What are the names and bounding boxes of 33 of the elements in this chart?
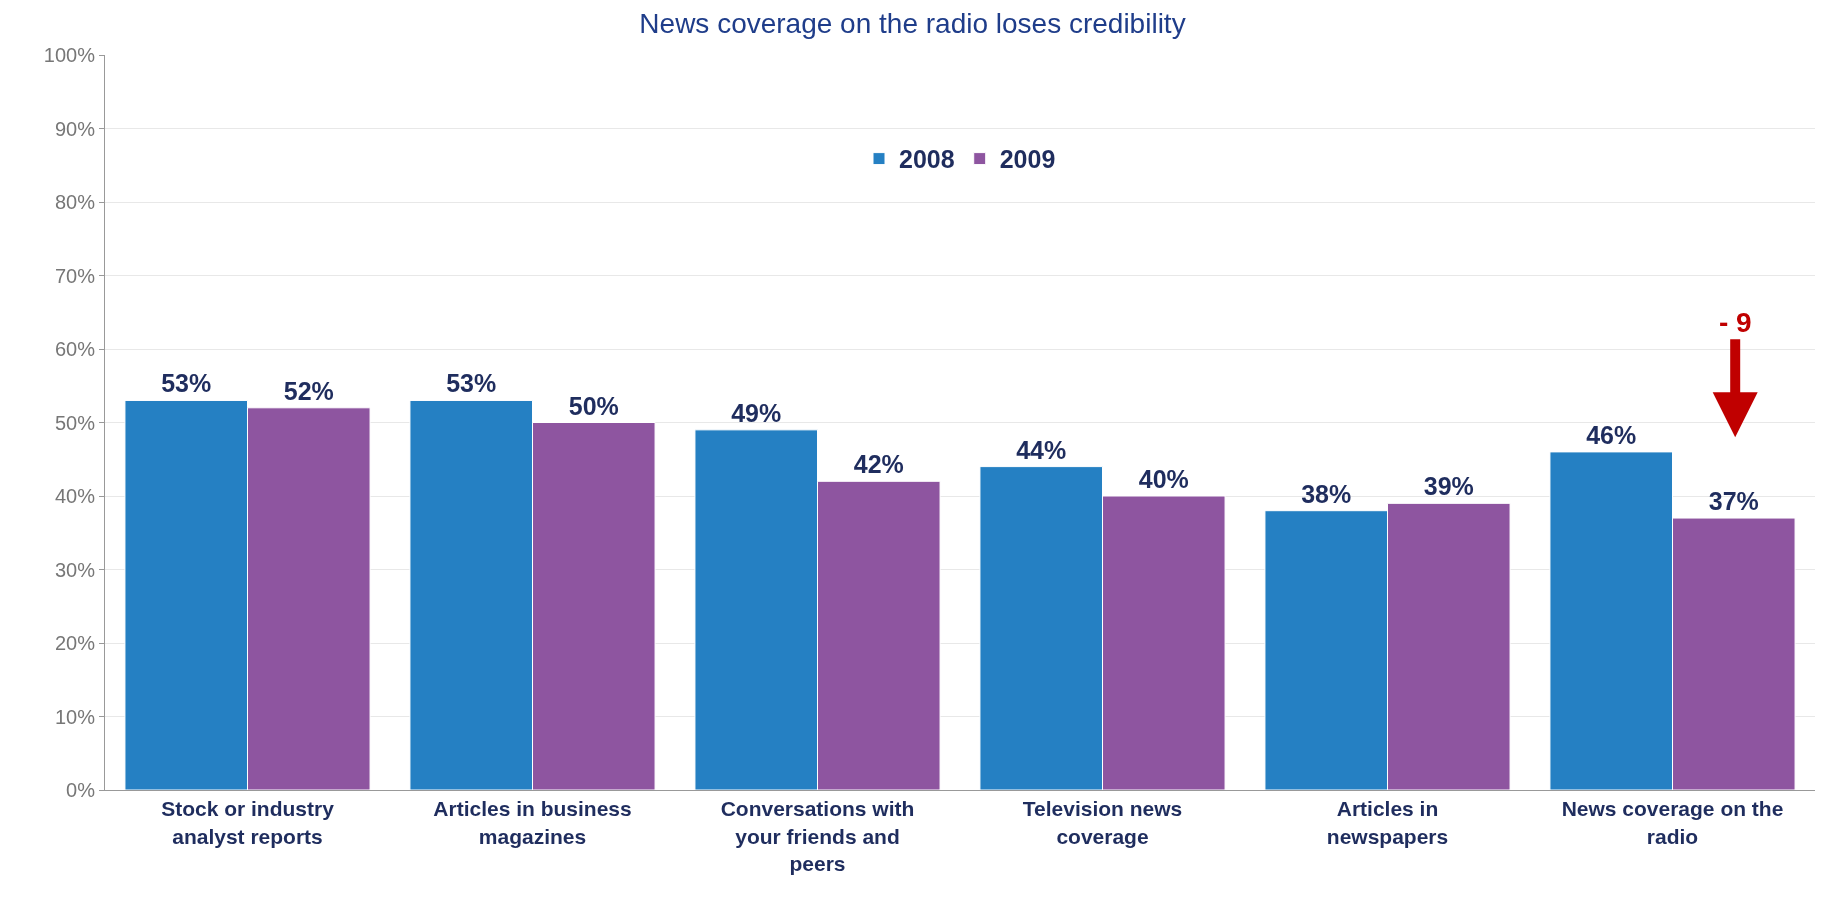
y-tick-label: 20% xyxy=(54,632,96,654)
y-tick-label: 80% xyxy=(54,191,96,213)
legend-label: 2009 xyxy=(999,145,1056,174)
legend-label: 2008 xyxy=(899,145,955,174)
data-label: 42% xyxy=(853,450,904,479)
chart-title: News coverage on the radio loses credibility xyxy=(639,8,1186,40)
data-label: 40% xyxy=(1138,465,1189,493)
data-label: 52% xyxy=(283,376,334,405)
x-tick-label: News coverage on the radio xyxy=(1561,797,1784,848)
y-tick-label: 40% xyxy=(54,485,96,507)
data-label: 50% xyxy=(568,391,619,420)
y-tick-label: 10% xyxy=(54,705,96,728)
y-tick-label: 60% xyxy=(54,338,96,360)
data-label: 53% xyxy=(446,369,497,398)
x-tick-label: Conversations with your friends and peers xyxy=(720,797,915,875)
y-tick-label: 30% xyxy=(54,558,96,581)
x-tick-label: Television news coverage xyxy=(1022,797,1183,848)
x-tick-label: Articles in newspapers xyxy=(1326,797,1449,848)
data-label: 53% xyxy=(161,369,212,398)
data-label: 39% xyxy=(1423,472,1474,501)
data-label: 46% xyxy=(1586,420,1637,449)
data-label: 37% xyxy=(1708,487,1759,516)
y-tick-label: 0% xyxy=(66,779,96,801)
y-tick-label: 90% xyxy=(54,117,96,140)
y-tick-label: 70% xyxy=(54,264,96,287)
y-tick-label: 50% xyxy=(54,411,96,434)
x-tick-label: Stock or industry analyst reports xyxy=(161,797,335,848)
data-label: 49% xyxy=(731,398,782,427)
data-label: 44% xyxy=(1016,435,1067,464)
x-tick-label: Articles in business magazines xyxy=(433,797,632,848)
y-tick-label: 100% xyxy=(43,44,96,66)
data-label: 38% xyxy=(1301,479,1352,508)
annotation: - 9 xyxy=(1719,307,1752,338)
